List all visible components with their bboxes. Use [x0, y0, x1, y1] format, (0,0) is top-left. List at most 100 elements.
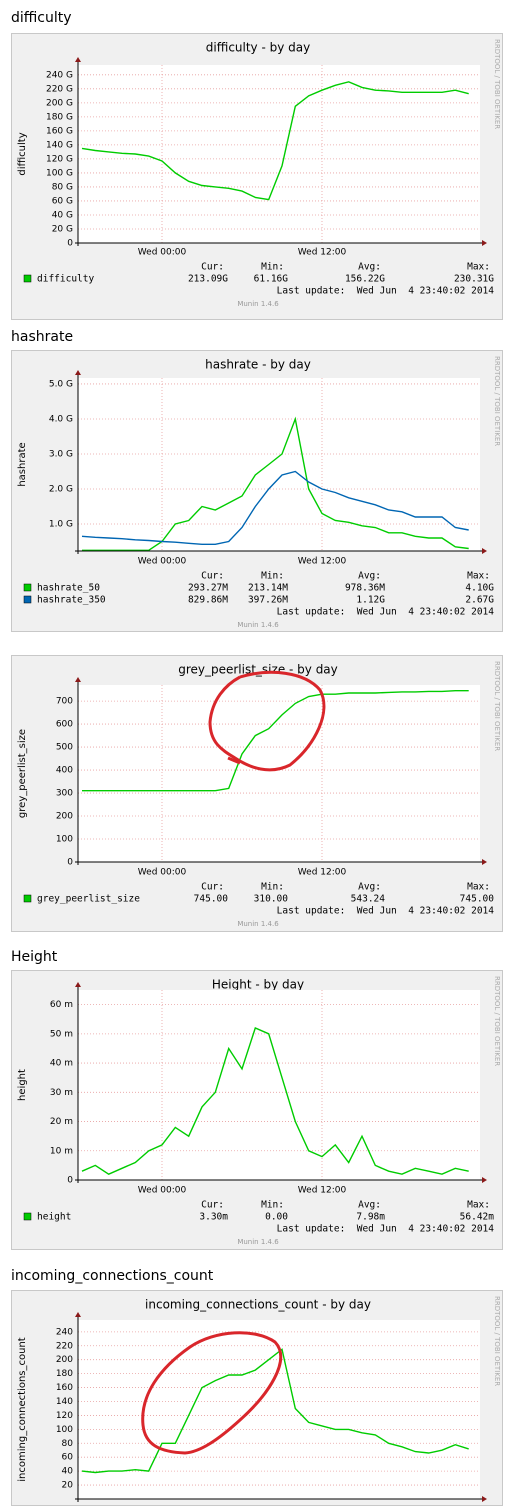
series-line [81, 81, 469, 201]
stats-value: 397.26M [248, 595, 288, 606]
y-tick-label: 200 [56, 812, 73, 822]
last-update: Last update: Wed Jun 4 23:40:02 2014 [277, 1224, 495, 1235]
y-tick-label: 30 m [50, 1088, 73, 1098]
legend-label: hashrate_50 [37, 583, 100, 594]
stats-value: 156.22G [345, 274, 385, 285]
y-tick-label: 50 m [50, 1029, 73, 1039]
last-update: Last update: Wed Jun 4 23:40:02 2014 [277, 906, 495, 917]
y-tick-label: 40 [62, 1467, 74, 1477]
stats-header: Max: [467, 262, 490, 273]
stats-value: 213.09G [188, 274, 228, 285]
y-axis-label: incoming_connections_count [17, 1337, 28, 1482]
y-tick-label: 200 [56, 1355, 73, 1365]
legend-swatch [23, 1212, 32, 1221]
stats-value: 213.14M [248, 583, 288, 594]
annotation-circle [208, 670, 326, 772]
axis-arrow [482, 1496, 487, 1502]
stats-value: 7.98m [356, 1212, 385, 1223]
stats-header: Max: [467, 1200, 490, 1211]
stats-value: 56.42m [460, 1212, 495, 1223]
x-tick-label: Wed 12:00 [298, 1186, 347, 1196]
chart-title: incoming_connections_count - by day [145, 1298, 371, 1312]
stats-value: 1.12G [356, 595, 385, 606]
stats-value: 3.30m [199, 1212, 228, 1223]
stats-value: 745.00 [460, 894, 495, 905]
plot-area [78, 65, 480, 243]
stats-value: 745.00 [194, 894, 229, 905]
y-tick-label: 1.0 G [49, 520, 73, 530]
y-tick-label: 60 G [52, 196, 73, 206]
y-tick-label: 220 [56, 1341, 73, 1351]
y-tick-label: 0 [67, 858, 73, 868]
y-tick-label: 80 G [52, 182, 73, 192]
y-tick-label: 3.0 G [49, 449, 73, 459]
section-heading: difficulty [11, 10, 72, 26]
y-tick-label: 60 m [50, 1000, 73, 1010]
stats-value: 978.36M [345, 583, 385, 594]
watermark: RRDTOOL / TOBI OETIKER [493, 661, 501, 751]
x-tick-label: Wed 12:00 [298, 248, 347, 258]
y-tick-label: 400 [56, 766, 73, 776]
y-tick-label: 140 [56, 1397, 73, 1407]
x-tick-label: Wed 12:00 [298, 557, 347, 567]
stats-value: 293.27M [188, 583, 228, 594]
x-tick-label: Wed 12:00 [298, 868, 347, 878]
y-tick-label: 600 [56, 720, 73, 730]
footer: Munin 1.4.6 [237, 621, 279, 629]
y-tick-label: 160 [56, 1383, 73, 1393]
y-tick-label: 100 [56, 835, 73, 845]
plot-area [78, 378, 480, 551]
stats-header: Min: [261, 262, 284, 273]
last-update: Last update: Wed Jun 4 23:40:02 2014 [277, 607, 495, 618]
y-axis-label: grey_peerlist_size [17, 729, 28, 818]
axis-arrow [482, 548, 487, 554]
series-line [82, 690, 469, 792]
stats-value: 230.31G [454, 274, 494, 285]
stats-value: 543.24 [351, 894, 386, 905]
y-tick-label: 180 G [46, 112, 73, 122]
y-tick-label: 120 [56, 1411, 73, 1421]
stats-header: Avg: [358, 1200, 381, 1211]
y-tick-label: 4.0 G [49, 414, 73, 424]
chart: Height Height - by day RRDTOOL / TOBI OETI… [11, 949, 503, 1250]
axis-arrow [482, 859, 487, 865]
stats-header: Max: [467, 882, 490, 893]
y-tick-label: 5.0 G [49, 379, 73, 389]
chart: difficulty difficulty - by day RRDTOOL / T… [11, 10, 503, 320]
footer: Munin 1.4.6 [237, 920, 279, 928]
y-tick-label: 180 [56, 1369, 73, 1379]
stats-header: Cur: [201, 571, 224, 582]
y-tick-label: 120 G [46, 154, 73, 164]
stats-value: 829.86M [188, 595, 228, 606]
stats-header: Min: [261, 571, 284, 582]
y-tick-label: 20 G [52, 224, 73, 234]
section-heading: incoming_connections_count [11, 1268, 214, 1284]
chart-title: difficulty - by day [206, 41, 310, 55]
annotation-stroke [227, 756, 241, 765]
y-tick-label: 100 G [46, 168, 73, 178]
axis-arrow [75, 982, 81, 987]
y-axis-label: hashrate [17, 442, 28, 486]
axis-arrow [482, 1177, 487, 1183]
legend-label: height [37, 1212, 71, 1223]
legend-label: difficulty [37, 274, 94, 285]
y-tick-label: 60 [62, 1453, 74, 1463]
stats-header: Cur: [201, 1200, 224, 1211]
y-tick-label: 160 G [46, 126, 73, 136]
y-tick-label: 20 m [50, 1117, 73, 1127]
stats-header: Min: [261, 882, 284, 893]
y-tick-label: 100 [56, 1425, 73, 1435]
y-tick-label: 140 G [46, 140, 73, 150]
section-heading: hashrate [11, 329, 73, 345]
charts: difficulty difficulty - by day RRDTOOL / T… [11, 10, 503, 1506]
stats-header: Max: [467, 571, 490, 582]
series-line [81, 1348, 469, 1474]
y-tick-label: 80 [62, 1439, 74, 1449]
annotation-circle [141, 1331, 283, 1455]
y-tick-label: 0 [67, 239, 73, 249]
y-tick-label: 10 m [50, 1146, 73, 1156]
stats-value: 310.00 [254, 894, 289, 905]
axis-arrow [75, 370, 81, 375]
y-tick-label: 40 m [50, 1059, 73, 1069]
